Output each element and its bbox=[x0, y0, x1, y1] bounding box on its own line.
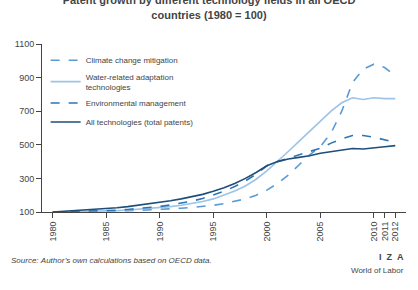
svg-text:1100: 1100 bbox=[15, 39, 34, 49]
svg-text:Water-related adaptationtechno: Water-related adaptationtechnologies bbox=[86, 73, 174, 92]
svg-text:Climate change mitigation: Climate change mitigation bbox=[86, 56, 178, 65]
svg-text:Environmental management: Environmental management bbox=[86, 99, 187, 108]
svg-text:900: 900 bbox=[19, 73, 34, 83]
svg-text:All technologies (total patent: All technologies (total patents) bbox=[86, 118, 194, 127]
svg-text:100: 100 bbox=[19, 207, 34, 217]
svg-text:500: 500 bbox=[19, 140, 34, 150]
svg-text:1990: 1990 bbox=[155, 222, 165, 242]
svg-text:300: 300 bbox=[19, 174, 34, 184]
svg-text:1995: 1995 bbox=[208, 222, 218, 242]
svg-text:2011: 2011 bbox=[380, 222, 390, 241]
svg-text:1985: 1985 bbox=[101, 222, 111, 242]
svg-text:2000: 2000 bbox=[262, 222, 272, 242]
svg-text:2010: 2010 bbox=[369, 222, 379, 242]
svg-text:700: 700 bbox=[19, 106, 34, 116]
svg-text:I Z A: I Z A bbox=[379, 252, 404, 262]
svg-text:1980: 1980 bbox=[48, 222, 58, 242]
svg-text:Patent growth by different tec: Patent growth by different technology fi… bbox=[63, 0, 356, 21]
svg-text:2005: 2005 bbox=[315, 222, 325, 242]
svg-text:2012: 2012 bbox=[390, 222, 400, 242]
svg-text:Source: Author’s own calculati: Source: Author’s own calculations based … bbox=[11, 256, 212, 265]
svg-text:World of Labor: World of Labor bbox=[351, 266, 404, 275]
